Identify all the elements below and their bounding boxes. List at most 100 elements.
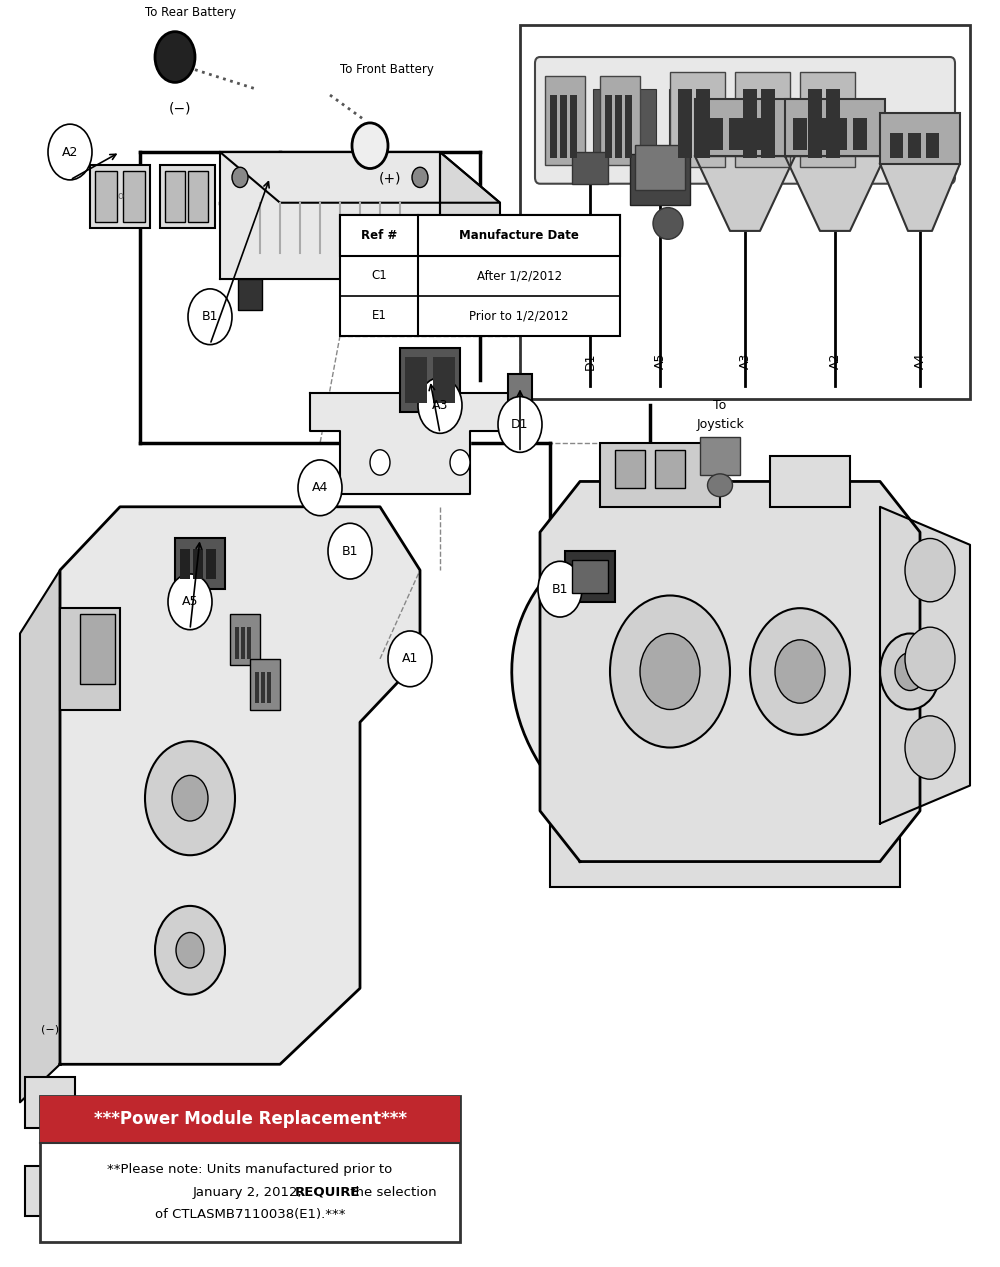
Text: After 1/2/2012: After 1/2/2012: [477, 269, 562, 283]
Circle shape: [388, 631, 432, 687]
Bar: [123, 171, 145, 222]
Bar: [250, 659, 280, 710]
Text: A4: A4: [312, 481, 328, 494]
Bar: [631, 89, 656, 158]
Text: C1: C1: [371, 269, 387, 283]
Bar: [880, 113, 960, 163]
Ellipse shape: [512, 516, 928, 878]
Circle shape: [155, 32, 195, 82]
Bar: [25, 1077, 75, 1128]
Text: REQUIRE: REQUIRE: [295, 1186, 361, 1199]
Bar: [550, 570, 900, 887]
Bar: [808, 89, 822, 158]
Polygon shape: [310, 393, 530, 494]
Bar: [833, 118, 847, 150]
Text: (−): (−): [169, 101, 191, 115]
Bar: [615, 450, 645, 488]
Text: E1: E1: [372, 309, 387, 322]
Bar: [669, 89, 694, 158]
Polygon shape: [20, 570, 60, 1102]
Bar: [926, 133, 939, 158]
Polygon shape: [785, 156, 885, 231]
Text: To: To: [713, 399, 727, 412]
Text: B1: B1: [342, 545, 358, 557]
Text: A2: A2: [828, 353, 842, 369]
Bar: [247, 627, 251, 659]
Text: (+): (+): [379, 171, 401, 185]
Circle shape: [750, 608, 850, 735]
Bar: [707, 118, 723, 150]
Bar: [25, 1166, 75, 1216]
Circle shape: [450, 450, 470, 475]
Bar: [206, 549, 216, 579]
Bar: [635, 146, 685, 190]
Bar: [572, 560, 608, 593]
Polygon shape: [60, 507, 420, 1064]
Circle shape: [176, 933, 204, 968]
Bar: [165, 171, 185, 222]
Text: of CTLASMB7110038(E1).***: of CTLASMB7110038(E1).***: [155, 1209, 345, 1221]
Circle shape: [880, 634, 940, 710]
Polygon shape: [540, 481, 920, 862]
Bar: [908, 133, 921, 158]
Text: Manufacture Date: Manufacture Date: [459, 229, 579, 242]
Text: B1: B1: [202, 310, 218, 323]
Circle shape: [232, 167, 248, 188]
Bar: [40, 1096, 460, 1242]
Circle shape: [640, 634, 700, 710]
Bar: [770, 456, 850, 507]
Polygon shape: [440, 152, 500, 329]
Bar: [695, 99, 795, 156]
Polygon shape: [220, 152, 440, 279]
Circle shape: [172, 775, 208, 821]
Bar: [555, 89, 580, 158]
Bar: [853, 118, 867, 150]
Bar: [593, 89, 618, 158]
Text: A4: A4: [914, 353, 926, 369]
Polygon shape: [880, 507, 970, 824]
Text: A3: A3: [738, 353, 752, 369]
Bar: [545, 76, 585, 165]
Circle shape: [370, 450, 390, 475]
Circle shape: [412, 167, 428, 188]
Bar: [95, 171, 117, 222]
Ellipse shape: [708, 474, 732, 497]
Bar: [743, 89, 757, 158]
Text: (−): (−): [41, 1025, 59, 1035]
Text: A5: A5: [182, 595, 198, 608]
Bar: [40, 1096, 460, 1143]
Bar: [570, 95, 577, 158]
Bar: [230, 614, 260, 665]
Bar: [80, 614, 115, 684]
Text: A2: A2: [62, 146, 78, 158]
Bar: [751, 118, 767, 150]
Bar: [700, 437, 740, 475]
Bar: [193, 549, 203, 579]
Bar: [890, 133, 903, 158]
Text: A3: A3: [432, 399, 448, 412]
Bar: [800, 72, 855, 167]
Circle shape: [145, 741, 235, 855]
Text: o: o: [117, 191, 123, 201]
Bar: [508, 374, 532, 418]
Circle shape: [352, 123, 388, 169]
Circle shape: [538, 561, 582, 617]
Bar: [605, 95, 612, 158]
Bar: [630, 155, 690, 205]
Bar: [655, 450, 685, 488]
Bar: [670, 72, 725, 167]
Circle shape: [155, 906, 225, 995]
Circle shape: [498, 397, 542, 452]
Bar: [729, 118, 745, 150]
Circle shape: [168, 574, 212, 630]
Bar: [813, 118, 827, 150]
Bar: [625, 95, 632, 158]
Text: To Front Battery: To Front Battery: [340, 63, 434, 76]
Text: (+): (+): [41, 1114, 59, 1124]
Bar: [550, 95, 557, 158]
Circle shape: [48, 124, 92, 180]
Bar: [565, 551, 615, 602]
Text: D1: D1: [584, 352, 597, 370]
Bar: [261, 672, 265, 703]
Bar: [255, 672, 259, 703]
